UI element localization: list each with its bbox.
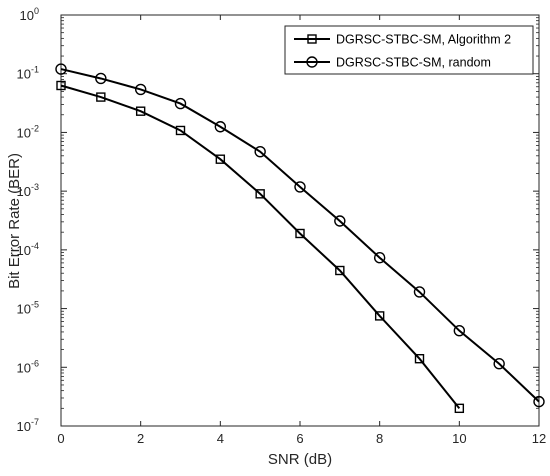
data-point-circle	[214, 121, 227, 133]
y-tick-label: 10-1	[17, 65, 39, 82]
data-point-circle	[413, 286, 426, 298]
data-point-square	[96, 92, 106, 102]
x-tick-label: 2	[137, 431, 144, 446]
data-point-square	[335, 265, 345, 276]
y-tick-label: 10-6	[17, 358, 39, 375]
data-point-circle	[95, 72, 107, 85]
legend: DGRSC-STBC-SM, Algorithm 2 DGRSC-STBC-SM,…	[284, 25, 534, 75]
legend-box	[284, 25, 534, 75]
y-axis-label: Bit Error Rate (BER)	[6, 153, 23, 289]
legend-marker-circle	[306, 56, 318, 68]
x-tick-labels: 0 2 4 6 8 10 12	[57, 431, 546, 446]
y-tick-label: 10-5	[17, 300, 39, 317]
data-point-square	[374, 311, 385, 321]
data-point-square	[215, 154, 226, 164]
series-circle	[55, 63, 545, 408]
data-point-circle	[493, 358, 505, 370]
data-point-square	[414, 354, 425, 364]
data-point-square	[295, 228, 305, 239]
y-tick-label: 10-7	[17, 417, 39, 434]
series-line	[60, 84, 461, 409]
data-point-square	[175, 125, 186, 136]
legend-label: DGRSC-STBC-SM, random	[336, 56, 491, 70]
data-point-circle	[373, 252, 386, 264]
series-square	[56, 80, 465, 414]
data-point-square	[135, 106, 146, 116]
data-point-circle	[174, 97, 187, 110]
y-tick-label: 10-4	[17, 241, 39, 258]
x-tick-label: 10	[452, 431, 466, 446]
data-point-square	[454, 403, 465, 414]
data-point-circle	[254, 145, 266, 158]
series-line	[60, 68, 540, 403]
legend-marker-square	[307, 34, 317, 44]
data-point-circle	[134, 83, 147, 96]
data-point-circle	[294, 181, 306, 193]
legend-label: DGRSC-STBC-SM, Algorithm 2	[336, 33, 511, 47]
x-tick-label: 12	[532, 431, 546, 446]
y-tick-labels: 10-7 10-6 10-5 10-4 10-3 10-2 10-1 100	[17, 6, 39, 434]
legend-item: DGRSC-STBC-SM, random	[294, 56, 491, 70]
x-tick-label: 8	[376, 431, 383, 446]
y-tick-label: 100	[20, 6, 39, 23]
axis-ticks	[60, 14, 540, 427]
legend-items: DGRSC-STBC-SM, Algorithm 2 DGRSC-STBC-SM,…	[294, 33, 511, 70]
plot-area	[60, 14, 540, 427]
x-tick-label: 0	[57, 431, 64, 446]
data-point-circle	[55, 63, 67, 75]
y-tick-label: 10-2	[17, 123, 39, 140]
x-axis-label: SNR (dB)	[268, 451, 332, 468]
x-tick-label: 6	[296, 431, 303, 446]
data-point-circle	[453, 324, 466, 337]
y-tick-label: 10-3	[17, 182, 39, 199]
data-point-square	[255, 189, 265, 199]
x-tick-label: 4	[217, 431, 224, 446]
legend-item: DGRSC-STBC-SM, Algorithm 2	[294, 33, 511, 47]
data-point-circle	[334, 215, 346, 227]
data-point-square	[56, 80, 66, 91]
data-point-circle	[533, 395, 545, 408]
series-layer	[55, 63, 545, 414]
